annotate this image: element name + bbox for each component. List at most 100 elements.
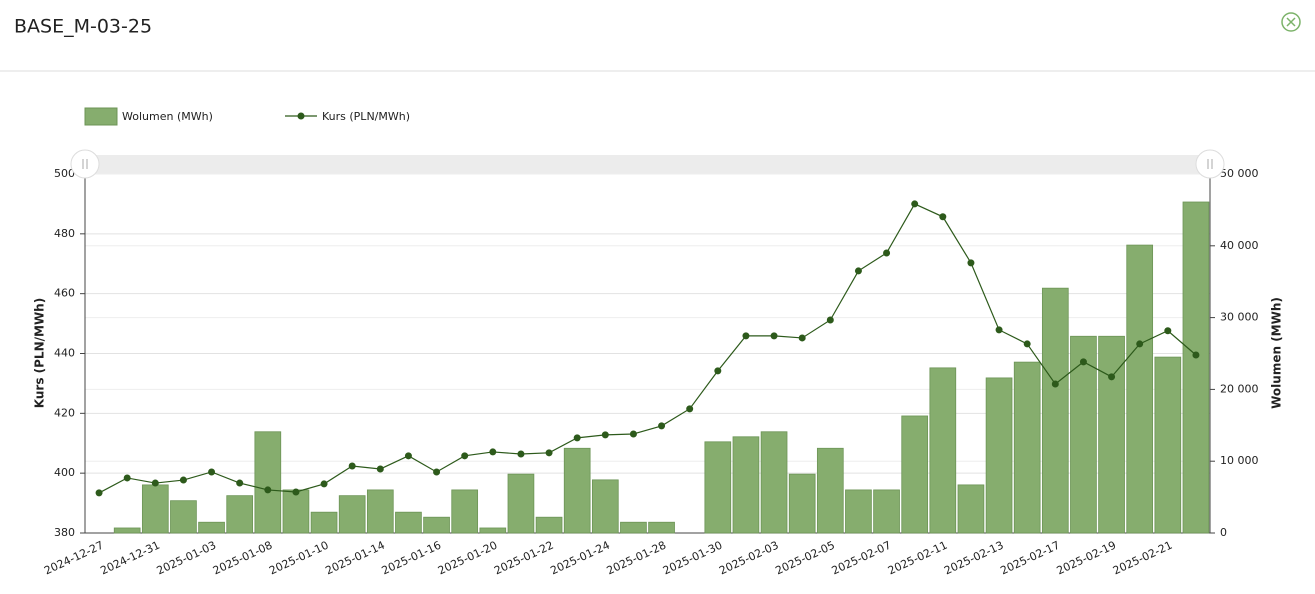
range-slider[interactable] [85,155,1210,174]
y-tick-label: 400 [54,466,75,479]
x-tick-label: 2025-01-24 [548,539,611,578]
bar [788,473,816,534]
bar [310,511,338,534]
y2-tick-label: 20 000 [1220,382,1259,395]
line-point [1164,327,1172,335]
x-tick-label: 2025-02-19 [1055,539,1118,578]
x-tick-label: 2025-01-20 [436,539,499,578]
slider-grip [1207,159,1213,169]
line [98,203,1197,494]
line-point [517,450,525,458]
line-point [854,267,862,275]
x-tick-label: 2025-02-03 [717,539,780,578]
y2-tick-label: 40 000 [1220,239,1259,252]
line-point [883,249,891,257]
bar [282,489,310,534]
x-tick-label: 2025-01-03 [155,539,218,578]
line-point [826,316,834,324]
y-tick-label: 500 [54,167,75,180]
line-point [770,332,778,340]
x-tick-label: 2025-01-16 [380,539,443,578]
line-point [742,332,750,340]
bar [226,495,254,534]
x-tick-label: 2025-02-11 [886,539,949,578]
grid [85,173,1210,534]
bar [648,521,675,534]
slider-grip [82,159,88,169]
line-point [461,452,469,460]
bar [479,527,507,534]
x-tick-label: 2025-01-14 [323,539,386,578]
bar [535,516,563,534]
x-tick-label: 2024-12-31 [98,539,161,578]
x-tick-label: 2025-01-10 [267,539,330,578]
line-point [433,468,441,476]
line-point [236,479,244,487]
x-tick-label: 2025-02-17 [998,539,1061,578]
bar [1182,201,1210,534]
legend-dot [297,112,305,120]
line-point [1079,358,1087,366]
x-tick-label: 2024-12-27 [42,539,105,578]
line-point [967,259,975,267]
slider-handle[interactable] [1195,149,1225,179]
bar [1098,335,1125,534]
bar [1070,335,1097,534]
bar [198,521,225,534]
line-point [489,448,497,456]
bar [170,500,197,534]
line-point [995,326,1003,334]
bar [338,495,366,534]
bar [704,441,732,534]
y2-tick-label: 50 000 [1220,167,1259,180]
bar [929,367,957,534]
x-tick-label: 2025-01-30 [661,539,724,578]
line-point [348,462,356,470]
close-button[interactable] [1281,12,1301,32]
bar [816,447,844,534]
y-axis-title: Kurs (PLN/MWh) [33,298,47,408]
bar [901,415,929,534]
line-point [798,334,806,342]
line-point [376,465,384,473]
y2-tick-label: 30 000 [1220,311,1259,324]
line-point [151,479,159,487]
y-tick-label: 380 [54,526,75,539]
bar [113,527,141,534]
bar [141,484,169,534]
legend-item[interactable]: Wolumen (MWh) [84,107,213,126]
line-point [123,474,131,482]
bar [591,479,619,534]
x-tick-label: 2025-01-22 [492,539,555,578]
line-point [264,486,272,494]
x-tick-label: 2025-02-07 [830,539,893,578]
bar [395,511,422,534]
line-point [714,367,722,375]
bar [1013,361,1041,534]
bar [1154,356,1182,534]
line-point [629,430,637,438]
bar [985,377,1013,534]
y-tick-label: 460 [54,287,75,300]
bar [451,489,479,534]
line-point [545,449,553,457]
bar [732,436,760,534]
line-point [208,468,216,476]
x-tick-label: 2025-02-13 [942,539,1005,578]
y-tick-label: 440 [54,347,75,360]
modal-title: BASE_M-03-25 [14,16,152,38]
bar [620,521,647,534]
legend-item[interactable]: Kurs (PLN/MWh) [285,110,410,123]
slider-handle[interactable] [70,149,100,179]
bar [563,447,591,534]
line-point [179,476,187,484]
bar [845,489,872,534]
bar [254,431,282,534]
legend-label: Kurs (PLN/MWh) [322,110,410,123]
line-point [1192,351,1200,359]
y2-axis-title: Wolumen (MWh) [1270,297,1284,409]
line-point [292,488,300,496]
line-point [404,452,412,460]
line-point [1108,373,1116,381]
y-tick-label: 420 [54,406,75,419]
